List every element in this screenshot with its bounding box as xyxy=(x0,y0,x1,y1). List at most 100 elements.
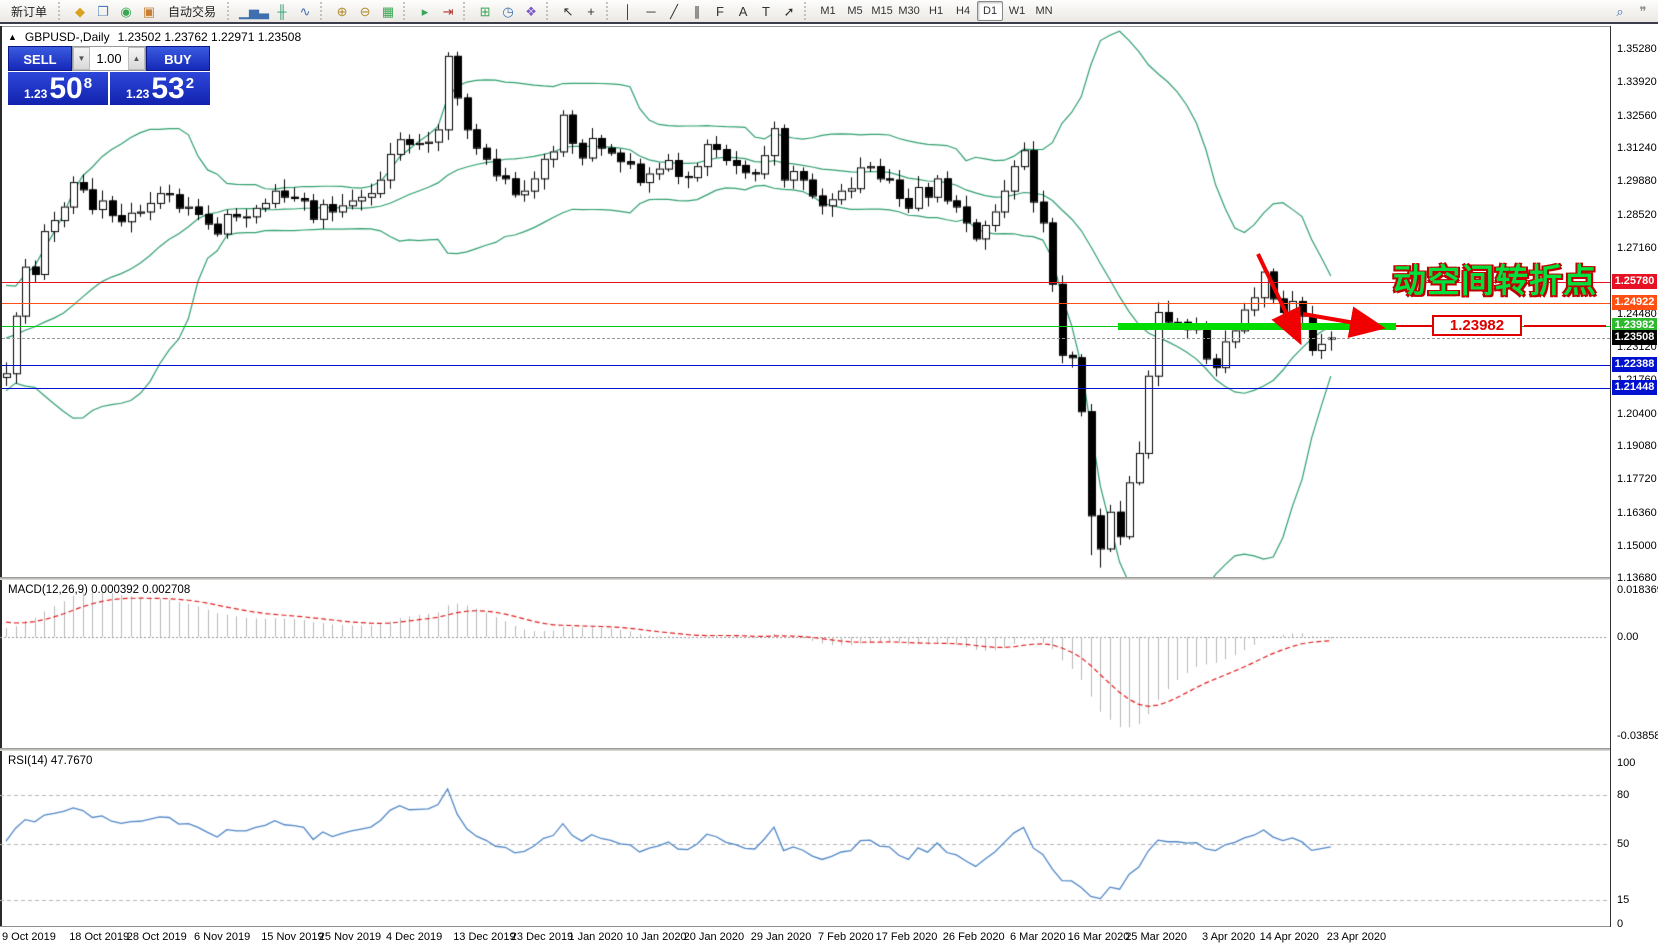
zoom-in-button[interactable]: ⊕ xyxy=(331,1,353,21)
price-level-tag: 1.25780 xyxy=(1612,273,1657,289)
price-axis: 1.35280 1.33920 1.32560 1.31240 1.29880 1.285… xyxy=(1611,26,1658,948)
toolbar-separator xyxy=(320,2,327,20)
templates-button[interactable]: ❖ xyxy=(520,1,542,21)
signals-icon: ◉ xyxy=(120,3,132,19)
price-tick-label: 1.29880 xyxy=(1617,175,1657,188)
date-label: 29 Jan 2020 xyxy=(750,931,812,943)
search-button[interactable]: ⌕ xyxy=(1609,1,1631,21)
price-level-tag: 1.22388 xyxy=(1612,356,1657,372)
horizontal-line-1.24922[interactable] xyxy=(2,302,1610,304)
price-callout-box[interactable]: 1.23982 xyxy=(1432,314,1522,336)
label-button[interactable]: T xyxy=(755,1,777,21)
buy-button[interactable]: BUY xyxy=(146,46,210,71)
horizontal-line-1.21448[interactable] xyxy=(2,388,1610,390)
timeframe-m1-button[interactable]: M1 xyxy=(815,1,841,21)
chat-icon: ❞ xyxy=(1639,3,1647,19)
macd-axis-label: 0.018369 xyxy=(1617,583,1658,596)
charts-window-button[interactable]: ❐ xyxy=(92,1,114,21)
pivot-thick-green-line[interactable] xyxy=(1118,322,1396,330)
crosshair-button[interactable]: + xyxy=(580,1,602,21)
macd-canvas[interactable] xyxy=(0,580,1610,748)
date-axis-divider xyxy=(0,926,1658,927)
vertical-line-button[interactable]: │ xyxy=(617,1,639,21)
pivot-annotation-text[interactable]: 动空间转折点 xyxy=(1393,262,1597,299)
price-tick-label: 1.32560 xyxy=(1617,109,1657,122)
tile-windows-button[interactable]: ▦ xyxy=(377,1,399,21)
buy-price-panel[interactable]: 1.23 53 2 xyxy=(110,72,210,105)
price-tick-label: 1.20400 xyxy=(1617,407,1657,420)
date-label: 7 Feb 2020 xyxy=(818,931,874,943)
date-label: 1 Jan 2020 xyxy=(568,931,623,943)
sell-price-panel[interactable]: 1.23 50 8 xyxy=(8,72,108,105)
price-tick-label: 1.13680 xyxy=(1617,572,1657,585)
market-button[interactable]: ▣ xyxy=(138,1,160,21)
horizontal-line-button[interactable]: ─ xyxy=(640,1,662,21)
vertical-line-icon: │ xyxy=(623,3,633,19)
fibonacci-icon: F xyxy=(716,3,724,19)
toolbar-separator xyxy=(804,2,811,20)
price-tick-label: 1.35280 xyxy=(1617,43,1657,55)
timeframe-m15-button[interactable]: M15 xyxy=(869,1,895,21)
channel-button[interactable]: ∥ xyxy=(686,1,708,21)
macd-panel-divider[interactable] xyxy=(0,577,1658,580)
date-label: 23 Dec 2019 xyxy=(510,931,574,943)
volume-increase-button[interactable]: ▲ xyxy=(128,47,145,70)
periods-button[interactable]: ◷ xyxy=(497,1,519,21)
sell-button[interactable]: SELL xyxy=(8,46,72,71)
auto-scroll-button[interactable]: ⇥ xyxy=(437,1,459,21)
toolbar: 新订单 ◆ ❐ ◉ ▣ 自动交易 ▁▅▃ ╫ ∿ ⊕ ⊖ ▦ ▸ ⇥ ⊞ ◷ ❖ ↖ + │ ─ ╱ ∥ F A T ➚ M1 M5 M1… xyxy=(0,0,1658,24)
rsi-label: RSI(14) 47.7670 xyxy=(8,755,93,767)
volume-input[interactable] xyxy=(90,47,128,70)
timeframe-h1-button[interactable]: H1 xyxy=(923,1,949,21)
rsi-panel-divider[interactable] xyxy=(0,748,1658,751)
horizontal-line-1.22388[interactable] xyxy=(2,364,1610,366)
trendline-button[interactable]: ╱ xyxy=(663,1,685,21)
date-label: 4 Dec 2019 xyxy=(386,931,443,943)
horizontal-line-1.23508[interactable] xyxy=(2,337,1610,339)
price-tick-label: 1.31240 xyxy=(1617,142,1657,155)
timeframe-m5-button[interactable]: M5 xyxy=(842,1,868,21)
horizontal-line-1.25780[interactable] xyxy=(2,281,1610,283)
timeframe-h4-button[interactable]: H4 xyxy=(950,1,976,21)
arrows-button[interactable]: ➚ xyxy=(778,1,800,21)
collapse-icon[interactable]: ▲ xyxy=(8,32,17,42)
new-order-button[interactable]: 新订单 xyxy=(4,1,54,21)
signals-button[interactable]: ◉ xyxy=(115,1,137,21)
horizontal-line-1.23982[interactable] xyxy=(2,325,1610,327)
new-chart-button[interactable]: ⊞ xyxy=(474,1,496,21)
rsi-canvas[interactable] xyxy=(0,751,1610,926)
volume-decrease-button[interactable]: ▼ xyxy=(73,47,90,70)
symbol-period-label: GBPUSD-,Daily xyxy=(24,30,110,44)
new-chart-icon: ⊞ xyxy=(479,3,491,19)
rsi-axis-label: 15 xyxy=(1617,893,1630,906)
date-label: 13 Dec 2019 xyxy=(453,931,516,943)
tile-windows-icon: ▦ xyxy=(381,3,395,19)
timeframe-d1-button[interactable]: D1 xyxy=(977,1,1004,21)
candlestick-chart-button[interactable]: ╫ xyxy=(271,1,293,21)
timeframe-mn-button[interactable]: MN xyxy=(1031,1,1057,21)
sell-price-prefix: 1.23 xyxy=(23,87,48,101)
callout-line-left xyxy=(1396,324,1432,327)
sell-price-pip: 8 xyxy=(83,75,93,92)
price-level-tag: 1.24922 xyxy=(1612,294,1657,310)
text-button[interactable]: A xyxy=(732,1,754,21)
autotrading-button[interactable]: 自动交易 xyxy=(161,1,223,21)
date-label: 25 Mar 2020 xyxy=(1125,931,1187,943)
timeframe-w1-button[interactable]: W1 xyxy=(1004,1,1030,21)
price-chart-canvas[interactable] xyxy=(0,26,1610,577)
bar-chart-button[interactable]: ▁▅▃ xyxy=(238,1,270,21)
date-label: 17 Feb 2020 xyxy=(875,931,938,943)
chat-button[interactable]: ❞ xyxy=(1632,1,1654,21)
buy-price-pip: 2 xyxy=(185,75,195,92)
timeframe-m30-button[interactable]: M30 xyxy=(896,1,922,21)
chart-shift-button[interactable]: ▸ xyxy=(414,1,436,21)
charts-window-icon: ❐ xyxy=(97,3,109,19)
price-tick-label: 1.27160 xyxy=(1617,242,1657,255)
line-chart-button[interactable]: ∿ xyxy=(294,1,316,21)
fibonacci-button[interactable]: F xyxy=(709,1,731,21)
quotes-button[interactable]: ◆ xyxy=(69,1,91,21)
zoom-out-button[interactable]: ⊖ xyxy=(354,1,376,21)
cursor-button[interactable]: ↖ xyxy=(557,1,579,21)
macd-label: MACD(12,26,9) 0.000392 0.002708 xyxy=(8,584,191,596)
